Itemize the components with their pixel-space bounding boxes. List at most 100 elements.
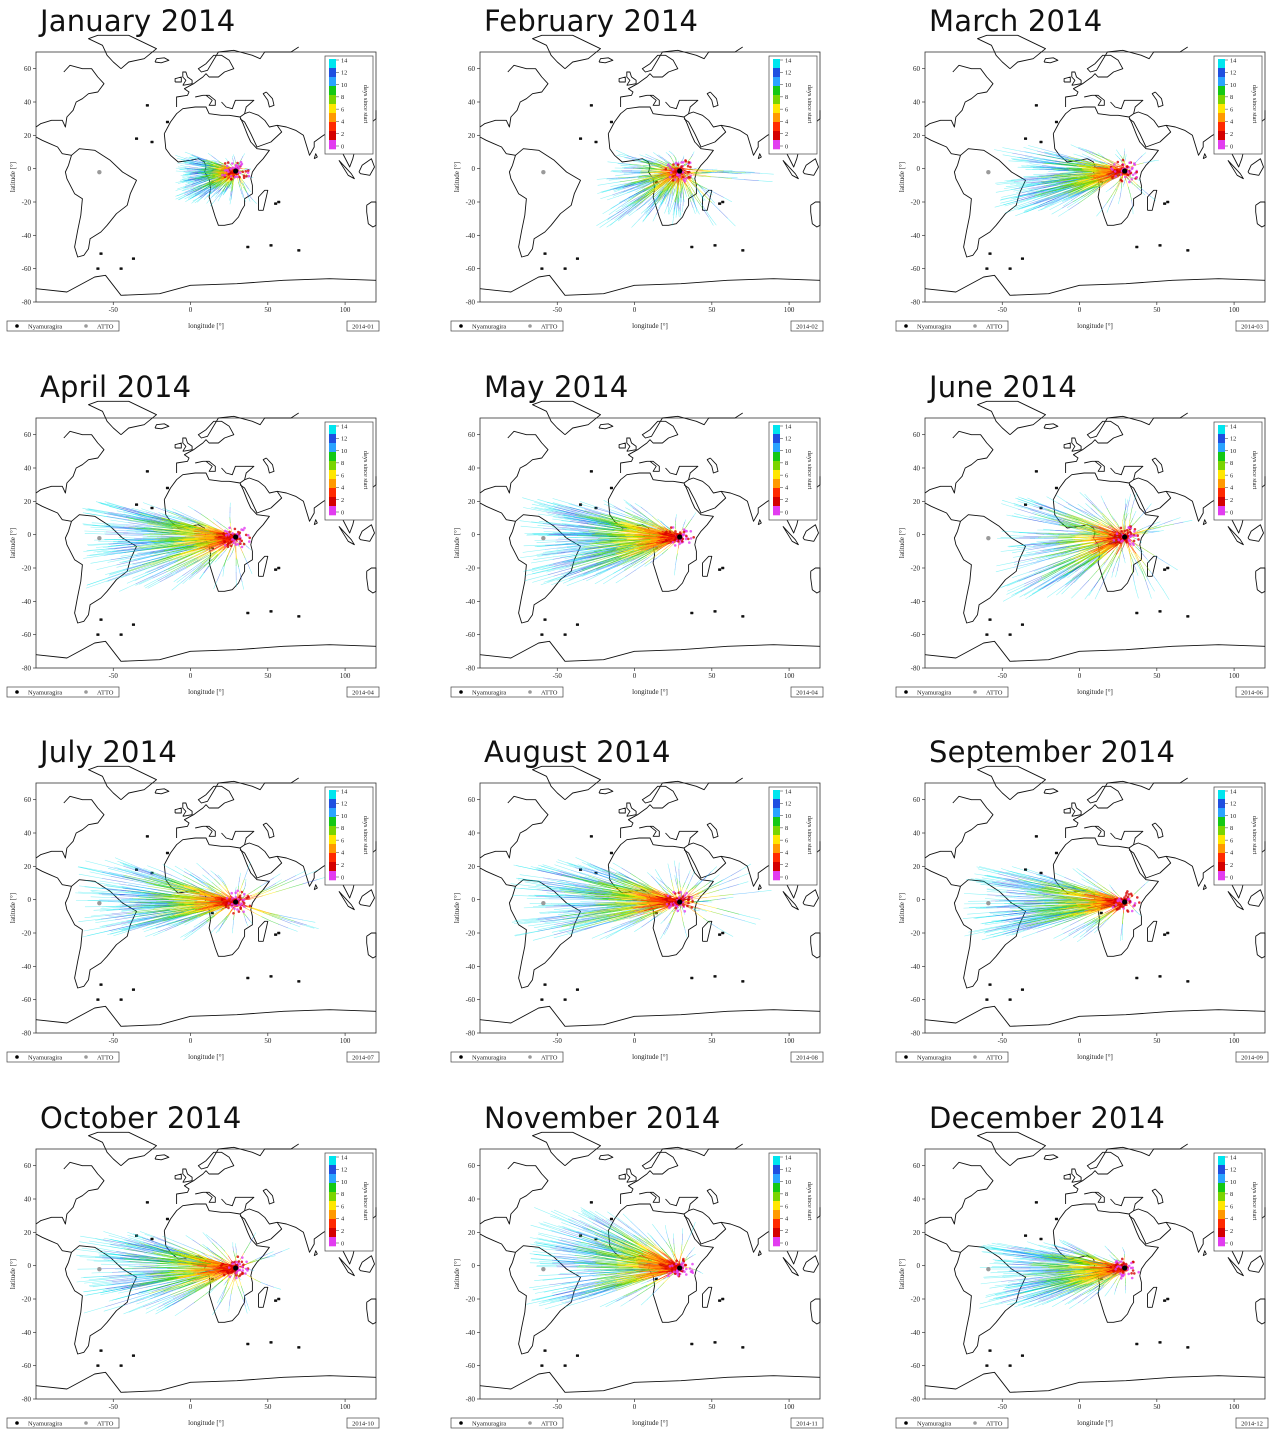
trajectory-point	[687, 171, 690, 174]
legend-atto-label: ATTO	[541, 323, 558, 330]
atto-marker	[986, 170, 990, 174]
y-tick-label: -40	[466, 232, 476, 240]
island	[564, 268, 566, 270]
trajectory-point	[241, 163, 244, 166]
trajectory-point	[1111, 177, 1114, 180]
island	[135, 138, 137, 140]
date-tag-label: 2014-03	[1241, 323, 1263, 330]
trajectory-point	[1111, 168, 1114, 171]
nyamuragira-marker	[233, 168, 238, 173]
trajectory-point	[245, 170, 248, 173]
island	[986, 268, 988, 270]
atto-marker	[541, 170, 545, 174]
island	[576, 258, 578, 260]
trajectory-point	[1127, 174, 1130, 177]
legend-nyamuragira-label: Nyamuragira	[472, 323, 506, 330]
island	[714, 245, 716, 247]
island	[1136, 246, 1138, 248]
island	[120, 268, 122, 270]
trajectory-point	[226, 165, 229, 168]
trajectory-point	[224, 162, 227, 165]
island	[1055, 121, 1057, 123]
x-tick-label: 50	[1153, 306, 1161, 314]
date-tag: 2014-02	[791, 321, 823, 331]
marker-legend: Nyamuragira ATTO	[451, 321, 563, 331]
atto-marker	[97, 170, 101, 174]
trajectory-point	[1133, 162, 1136, 165]
colorbar-tick-label: 2	[785, 131, 788, 138]
colorbar-tick-label: 10	[1230, 82, 1236, 89]
x-axis-label: longitude [°]	[1077, 322, 1113, 330]
island	[100, 619, 102, 621]
trajectory-point	[677, 164, 680, 167]
trajectory-point	[1116, 169, 1119, 172]
trajectory-point	[228, 173, 231, 176]
date-tag: 2014-03	[1236, 321, 1268, 331]
colorbar-tick-label: 2	[1230, 131, 1233, 138]
colorbar-tick-label: 8	[341, 94, 344, 101]
island	[97, 268, 99, 270]
trajectory-point	[1132, 174, 1135, 177]
trajectory-point	[230, 175, 233, 178]
colorbar-tick-label: 12	[785, 70, 791, 77]
x-tick-label: 0	[1078, 306, 1082, 314]
y-tick-label: -20	[466, 199, 476, 207]
colorbar-swatch	[773, 104, 780, 113]
colorbar-swatch	[329, 77, 336, 86]
trajectory-point	[684, 159, 687, 162]
trajectory-point	[1135, 176, 1138, 179]
panel-title: April 2014	[40, 370, 191, 404]
colorbar-tick-label: 0	[1230, 143, 1233, 150]
date-tag-label: 2014-02	[796, 323, 818, 330]
colorbar-swatch	[329, 104, 336, 113]
colorbar-swatch	[773, 122, 780, 131]
trajectory-point	[248, 175, 251, 178]
island	[278, 201, 280, 203]
island	[120, 634, 122, 636]
trajectory-point	[234, 176, 237, 179]
island	[1009, 268, 1011, 270]
x-tick-label: 0	[189, 306, 193, 314]
trajectory-point	[680, 165, 683, 168]
legend-nyamuragira-dot	[459, 324, 463, 328]
island	[270, 611, 272, 613]
island	[1024, 138, 1026, 140]
colorbar-swatch	[773, 140, 780, 149]
island	[544, 253, 546, 255]
colorbar-swatch	[1218, 122, 1225, 131]
y-axis-label: latitude [°]	[453, 162, 461, 192]
trajectory-point	[1124, 176, 1127, 179]
trajectory-point	[236, 162, 239, 165]
island	[151, 507, 153, 509]
colorbar-swatch	[773, 86, 780, 95]
trajectory-point	[1128, 161, 1131, 164]
trajectory-point	[231, 162, 234, 165]
island	[275, 203, 277, 205]
island	[298, 250, 300, 252]
trajectory-point	[1115, 175, 1118, 178]
trajectory-point	[688, 161, 691, 164]
y-tick-label: -80	[466, 299, 476, 307]
y-tick-label: -80	[22, 299, 32, 307]
trajectory-point	[1113, 163, 1116, 166]
island	[132, 258, 134, 260]
island	[275, 569, 277, 571]
trajectory-point	[678, 176, 681, 179]
legend-nyamuragira-dot	[904, 324, 908, 328]
trajectory-point	[669, 176, 672, 179]
trajectory-point	[227, 161, 230, 164]
y-tick-label: -60	[22, 265, 32, 273]
trajectory-point	[1131, 178, 1134, 181]
trajectory-point	[671, 168, 674, 171]
island	[166, 121, 168, 123]
colorbar-swatch	[1218, 95, 1225, 104]
x-axis-label: longitude [°]	[188, 322, 224, 330]
trajectory-point	[1126, 165, 1129, 168]
panel-title: January 2014	[40, 4, 235, 38]
island	[1187, 250, 1189, 252]
